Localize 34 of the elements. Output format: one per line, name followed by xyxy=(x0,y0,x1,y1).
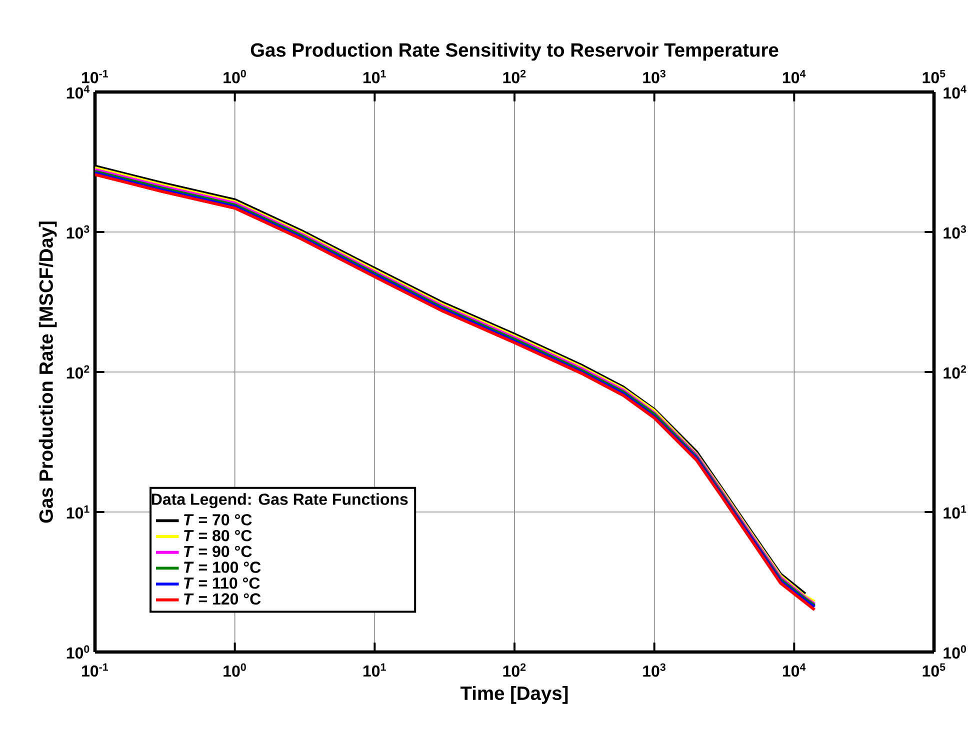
legend-label: T = 80 °C xyxy=(184,530,252,542)
text: 10$^{1}$ xyxy=(363,663,386,677)
y-tick-label: 10$^{2}$ xyxy=(66,365,90,379)
x-tick-label: 10$^{0}$ xyxy=(224,70,246,84)
x-tick-label: 10$^{1}$ xyxy=(363,70,386,84)
legend-label: T = 100 °C xyxy=(184,562,261,573)
chart-title: Gas Production Rate Sensitivity to Reservoir Temperature xyxy=(250,42,778,61)
text: 10$^{2}$ xyxy=(944,365,966,379)
legend-label: T = 110 °C xyxy=(184,577,260,589)
x-tick-label: 10$^{5}$ xyxy=(922,70,946,84)
text: 10$^{0}$ xyxy=(224,663,246,677)
legend-label: T = 90 °C xyxy=(184,546,252,558)
text: 10$^{3}$ xyxy=(643,663,666,677)
x-tick-label: 10$^{4}$ xyxy=(782,70,806,84)
x-tick-label: 10$^{3}$ xyxy=(643,70,666,84)
x-axis-title: Time [Days] xyxy=(460,686,568,704)
text: 10$^{-1}$ xyxy=(82,663,108,677)
text: 10$^{1}$ xyxy=(944,505,966,519)
x-tick-label: 10$^{-1}$ xyxy=(82,70,108,84)
legend-label: T = 70 °C xyxy=(184,514,252,526)
y-axis-title: Gas Production Rate [MSCF/Day] xyxy=(38,222,57,523)
text: 10$^{2}$ xyxy=(503,663,526,677)
text: 10$^{4}$ xyxy=(944,85,966,99)
y-tick-label: 10$^{1}$ xyxy=(66,505,90,519)
text: 10$^{4}$ xyxy=(782,663,806,677)
legend-title: Data Legend: Gas Rate Functions xyxy=(152,493,408,508)
x-tick-label: 10$^{2}$ xyxy=(503,70,526,84)
y-tick-label: 10$^{4}$ xyxy=(66,85,90,99)
text: 10$^{5}$ xyxy=(922,663,946,677)
text: 10$^{0}$ xyxy=(944,645,966,659)
text: 10$^{3}$ xyxy=(944,225,966,239)
y-tick-label: 10$^{0}$ xyxy=(66,645,90,659)
legend-label: T = 120 °C xyxy=(184,593,261,605)
y-tick-label: 10$^{3}$ xyxy=(66,225,90,239)
